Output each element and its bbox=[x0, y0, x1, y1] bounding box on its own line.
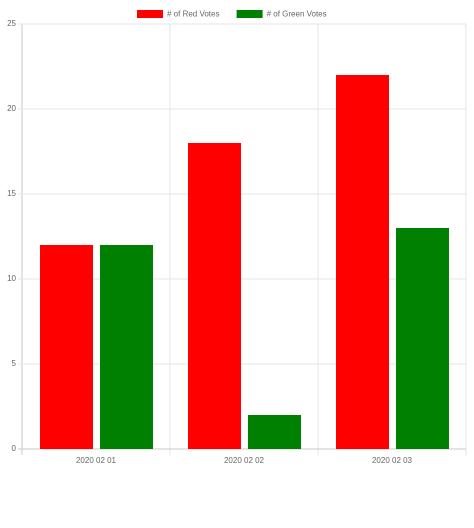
y-tick-label: 20 bbox=[7, 104, 16, 113]
legend-swatch bbox=[137, 10, 163, 18]
legend-label: # of Green Votes bbox=[267, 10, 327, 19]
x-tick-label: 2020 02 03 bbox=[372, 456, 413, 465]
y-tick-label: 10 bbox=[7, 274, 16, 283]
bar bbox=[248, 415, 301, 449]
y-tick-label: 0 bbox=[12, 444, 17, 453]
legend-label: # of Red Votes bbox=[167, 10, 219, 19]
bar bbox=[336, 75, 389, 449]
bar bbox=[396, 228, 449, 449]
y-tick-label: 15 bbox=[7, 189, 16, 198]
y-tick-label: 25 bbox=[7, 19, 16, 28]
bar bbox=[188, 143, 241, 449]
bar bbox=[100, 245, 153, 449]
bar bbox=[40, 245, 93, 449]
x-tick-label: 2020 02 01 bbox=[76, 456, 117, 465]
x-tick-label: 2020 02 02 bbox=[224, 456, 265, 465]
legend-swatch bbox=[236, 10, 263, 18]
y-tick-label: 5 bbox=[12, 359, 17, 368]
